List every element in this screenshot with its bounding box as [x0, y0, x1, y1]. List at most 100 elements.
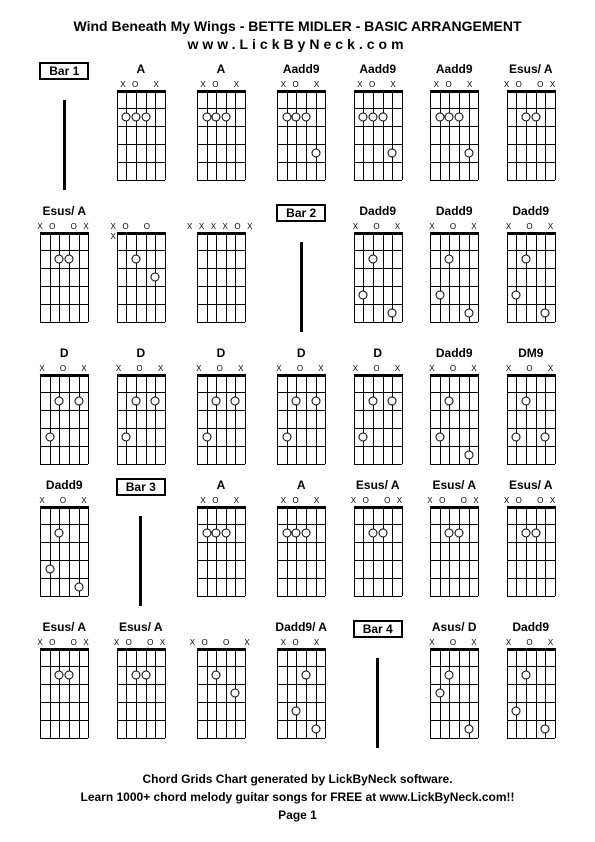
chord-cell: Aadd9XO X	[267, 62, 336, 190]
chord-name: Dadd9	[359, 204, 396, 220]
chord-cell: DX O X	[267, 346, 336, 464]
chord-cell: Esus/ A XO OX	[30, 204, 99, 332]
chord-diagram	[192, 648, 250, 738]
chord-diagram	[349, 506, 407, 596]
website-url: www.LickByNeck.com	[30, 36, 565, 52]
string-markers: XO O X	[111, 222, 176, 232]
chord-diagram	[35, 648, 93, 738]
string-markers: XO X	[200, 496, 245, 506]
string-markers: XO X	[200, 80, 245, 90]
string-markers: X O X	[429, 638, 483, 648]
chord-diagram	[502, 90, 560, 180]
chord-diagram	[35, 374, 93, 464]
bar-label: Bar 4	[353, 620, 403, 638]
string-markers: X O X	[196, 364, 250, 374]
chord-name: Aadd9	[436, 62, 473, 78]
string-markers: XO OX	[37, 638, 95, 648]
footer-page: Page 1	[0, 806, 595, 824]
chord-diagram	[192, 374, 250, 464]
chord-name: Dadd9	[436, 204, 473, 220]
chord-cell: Asus/ D X O X	[420, 620, 489, 748]
chord-cell: AXO X	[183, 62, 259, 190]
string-markers: XO OX	[504, 496, 562, 506]
string-markers: XO X	[357, 80, 402, 90]
chord-diagram	[272, 90, 330, 180]
chord-diagram	[502, 648, 560, 738]
footer: Chord Grids Chart generated by LickByNec…	[0, 770, 595, 824]
chord-name: Esus/ A	[119, 620, 163, 636]
chord-cell: Dadd9X O X	[496, 204, 565, 332]
chord-diagram	[349, 90, 407, 180]
chord-name: D	[136, 346, 145, 362]
chord-grid: Bar 1AXO XAXO XAadd9XO XAadd9XO XAadd9XO…	[30, 62, 565, 748]
chord-diagram	[112, 232, 170, 322]
chord-name: Esus/ A	[509, 62, 553, 78]
chord-cell: Esus/ AXO OX	[496, 478, 565, 606]
chord-name: Dadd9	[436, 346, 473, 362]
bar-line	[139, 516, 142, 606]
bar-line	[376, 658, 379, 748]
chord-name: A	[136, 62, 145, 78]
string-markers: X O X	[353, 222, 407, 232]
chord-diagram	[349, 232, 407, 322]
chord-diagram	[502, 232, 560, 322]
chord-diagram	[272, 506, 330, 596]
chord-cell: Aadd9 XO X	[343, 62, 412, 190]
string-markers: XO OX	[427, 496, 485, 506]
chord-cell: Dadd9/ AXO X	[267, 620, 336, 748]
string-markers: XO X	[434, 80, 479, 90]
chord-diagram	[272, 648, 330, 738]
chord-name: Dadd9	[512, 620, 549, 636]
chord-diagram	[192, 232, 250, 322]
chord-cell: Dadd9 X O X	[343, 204, 412, 332]
bar-marker-cell: Bar 3	[107, 478, 176, 606]
chord-diagram	[35, 232, 93, 322]
song-title: Wind Beneath My Wings - BETTE MIDLER - B…	[30, 18, 565, 34]
chord-cell: D X O X	[107, 346, 176, 464]
footer-line-2: Learn 1000+ chord melody guitar songs fo…	[0, 788, 595, 806]
chord-diagram	[112, 648, 170, 738]
chord-name: Dadd9/ A	[275, 620, 327, 636]
chord-name: DM9	[518, 346, 543, 362]
chord-cell: A XO X	[107, 62, 176, 190]
string-markers: X O X	[39, 364, 93, 374]
chord-cell: DM9X O X	[496, 346, 565, 464]
chord-diagram	[425, 232, 483, 322]
chord-cell: Esus/ AXO OX	[496, 62, 565, 190]
chord-cell: Dadd9X O X	[496, 620, 565, 748]
chord-name: A	[297, 478, 306, 494]
chord-diagram	[35, 506, 93, 596]
bar-line	[300, 242, 303, 332]
chord-cell: XO O X	[107, 204, 176, 332]
chord-name: Esus/ A	[42, 620, 86, 636]
chord-diagram	[192, 90, 250, 180]
chord-diagram	[425, 374, 483, 464]
string-markers: XO X	[281, 80, 326, 90]
string-markers: X O X	[429, 222, 483, 232]
chord-name: Esus/ A	[432, 478, 476, 494]
bar-marker-cell: Bar 2	[267, 204, 336, 332]
string-markers: XO X	[281, 496, 326, 506]
chord-name: D	[373, 346, 382, 362]
chord-cell: Dadd9X O X	[30, 478, 99, 606]
chord-diagram	[112, 90, 170, 180]
chord-name: Esus/ A	[42, 204, 86, 220]
chord-cell: XO O X	[183, 620, 259, 748]
chord-name: Asus/ D	[432, 620, 477, 636]
chord-cell: Esus/ A XO OX	[420, 478, 489, 606]
chord-diagram	[425, 648, 483, 738]
string-markers: X O X	[116, 364, 170, 374]
chord-cell: D X O X	[183, 346, 259, 464]
chord-cell: Aadd9 XO X	[420, 62, 489, 190]
chord-name: Esus/ A	[356, 478, 400, 494]
chord-cell: AXO X	[183, 478, 259, 606]
chord-name: Aadd9	[359, 62, 396, 78]
chord-cell: Dadd9 X O X	[420, 204, 489, 332]
chord-name: D	[217, 346, 226, 362]
string-markers: XO X	[120, 80, 165, 90]
chord-cell: Esus/ AXO OX	[107, 620, 176, 748]
chord-diagram	[502, 506, 560, 596]
bar-label: Bar 2	[276, 204, 326, 222]
string-markers: XO OX	[37, 222, 95, 232]
bar-marker-cell: Bar 1	[30, 62, 99, 190]
